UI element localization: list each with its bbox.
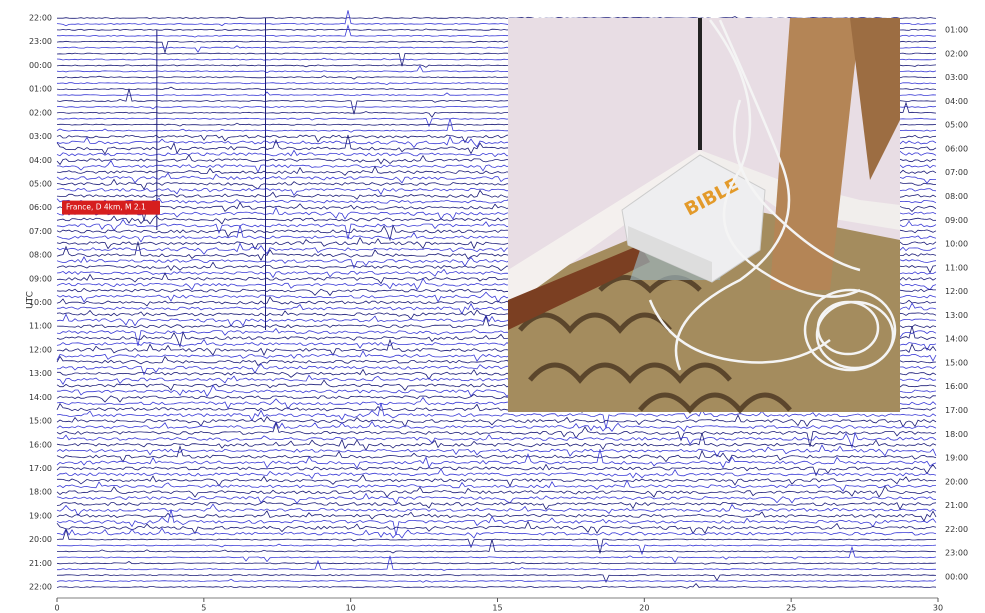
left-time-label: 22:00	[29, 583, 52, 592]
right-time-label: 00:00	[945, 573, 968, 582]
left-time-label: 00:00	[29, 61, 52, 70]
right-time-label: 06:00	[945, 144, 968, 153]
x-tick-label: 15	[492, 604, 502, 613]
left-time-label: 05:00	[29, 179, 52, 188]
right-time-label: 22:00	[945, 525, 968, 534]
left-time-label: 19:00	[29, 511, 52, 520]
right-time-label: 11:00	[945, 263, 968, 272]
right-time-label: 01:00	[945, 26, 968, 35]
left-time-label: 02:00	[29, 108, 52, 117]
left-time-label: 15:00	[29, 417, 52, 426]
right-time-label: 21:00	[945, 501, 968, 510]
right-time-label: 15:00	[945, 358, 968, 367]
right-time-label: 12:00	[945, 287, 968, 296]
left-time-label: 06:00	[29, 203, 52, 212]
left-time-label: 08:00	[29, 251, 52, 260]
right-time-label: 16:00	[945, 382, 968, 391]
inset-photo: BIBLE	[508, 18, 900, 412]
left-time-label: 07:00	[29, 227, 52, 236]
right-time-label: 03:00	[945, 73, 968, 82]
left-time-label: 11:00	[29, 322, 52, 331]
left-time-label: 21:00	[29, 559, 52, 568]
left-time-label: 14:00	[29, 393, 52, 402]
left-time-label: 17:00	[29, 464, 52, 473]
left-time-label: 09:00	[29, 274, 52, 283]
left-time-label: 18:00	[29, 488, 52, 497]
annotation: France, D 4km, M 2.1	[66, 203, 146, 212]
left-time-label: 16:00	[29, 440, 52, 449]
right-time-label: 02:00	[945, 49, 968, 58]
left-time-label: 03:00	[29, 132, 52, 141]
left-time-label: 01:00	[29, 85, 52, 94]
right-time-label: 08:00	[945, 192, 968, 201]
right-time-label: 10:00	[945, 240, 968, 249]
right-time-label: 18:00	[945, 430, 968, 439]
right-time-label: 17:00	[945, 406, 968, 415]
x-tick-label: 20	[639, 604, 649, 613]
right-time-label: 20:00	[945, 477, 968, 486]
left-time-label: 22:00	[29, 14, 52, 23]
y-axis-label: UTC	[26, 291, 36, 309]
left-time-label: 20:00	[29, 535, 52, 544]
right-time-label: 14:00	[945, 335, 968, 344]
helicorder-chart: BIBLE 22:00 23:00 00:00 01:00 02:00 03:00 04:0…	[0, 0, 985, 613]
left-time-label: 13:00	[29, 369, 52, 378]
x-tick-label: 10	[346, 604, 356, 613]
x-tick-label: 5	[201, 604, 206, 613]
right-time-label: 23:00	[945, 549, 968, 558]
x-tick-label: 0	[54, 604, 59, 613]
left-time-label: 12:00	[29, 345, 52, 354]
x-tick-label: 30	[933, 604, 943, 613]
right-time-label: 13:00	[945, 311, 968, 320]
left-time-label: 23:00	[29, 37, 52, 46]
left-time-label: 04:00	[29, 156, 52, 165]
right-time-label: 19:00	[945, 454, 968, 463]
right-time-label: 05:00	[945, 121, 968, 130]
right-time-label: 04:00	[945, 97, 968, 106]
x-tick-label: 25	[786, 604, 796, 613]
right-time-label: 09:00	[945, 216, 968, 225]
right-time-label: 07:00	[945, 168, 968, 177]
